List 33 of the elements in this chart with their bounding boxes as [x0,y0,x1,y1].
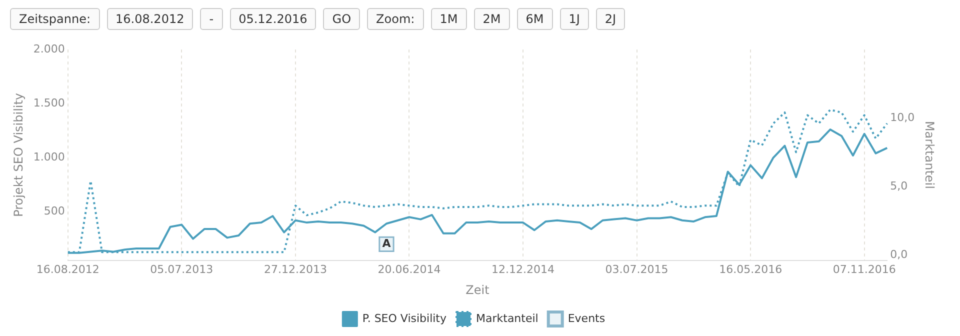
x-tick-label: 16.05.2016 [719,262,782,276]
y-axis-title: Projekt SEO Visibility [11,92,26,217]
text: 05.12.2016 [230,8,316,30]
y-tick-label: 2.000 [33,42,65,56]
text: 16.08.2012 [106,8,194,30]
x-tick-label: 16.08.2012 [36,262,100,276]
text: 6M [516,8,553,30]
y2-axis-title: Marktanteil [922,120,937,189]
text: - [200,8,223,30]
legend-label: Events [568,312,606,325]
x-tick-label: 03.07.2015 [605,262,668,276]
legend-label: P. SEO Visibility [362,312,447,325]
text: Zoom: [367,8,424,30]
y2-tick-label: 10,0 [890,110,915,124]
y-tick-label: 1.500 [33,96,65,110]
y-tick-label: 500 [44,204,65,218]
text: Zeitspanne: [10,8,100,30]
text: 1J [560,8,589,30]
y2-tick-label: 5,0 [890,179,908,192]
x-tick-label: 05.07.2013 [150,262,214,276]
text: GO [323,8,360,30]
x-tick-label: 12.12.2014 [492,262,555,276]
text: 2M [474,8,510,30]
text: 2J [596,8,626,30]
x-tick-label: 20.06.2014 [378,262,441,276]
y2-tick-label: 0,0 [890,248,908,261]
data-label: A [382,237,392,250]
text: 1M [430,8,467,30]
x-tick-label: 27.12.2013 [264,262,327,276]
y-tick-label: 1.000 [33,150,65,164]
legend-label: Marktanteil [476,312,538,325]
x-axis-title: Zeit [466,282,490,297]
x-tick-label: 07.11.2016 [832,262,896,276]
